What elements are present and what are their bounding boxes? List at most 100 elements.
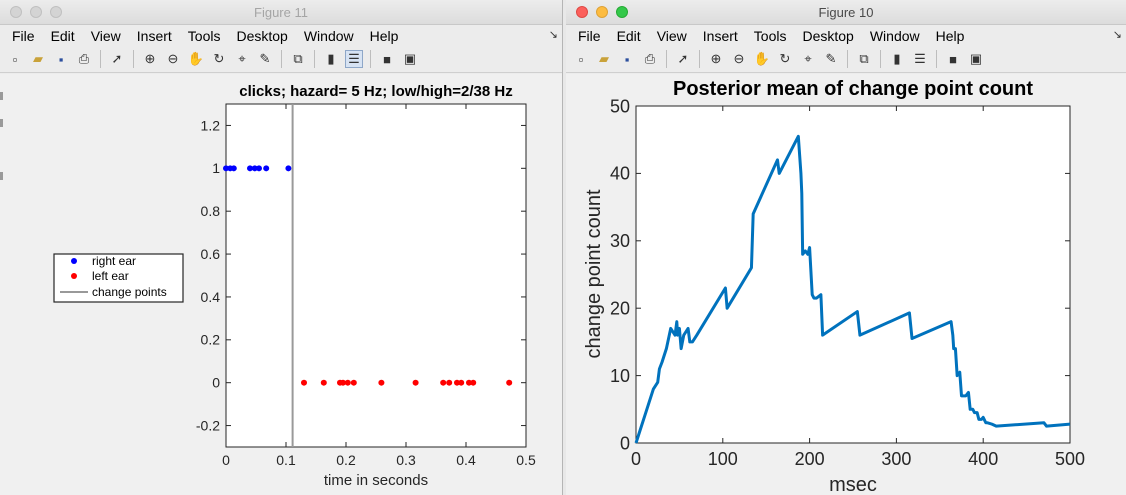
figure-11-window: Figure 11 File Edit View Insert Tools De… — [0, 0, 563, 495]
menu-insert[interactable]: Insert — [136, 27, 172, 44]
legend-label-left-ear: left ear — [92, 269, 129, 283]
menu-view[interactable]: View — [90, 27, 121, 44]
y-tick-label: 1 — [212, 160, 220, 176]
left-ear-click-point — [446, 379, 453, 386]
legend[interactable]: right ear left ear change points — [53, 253, 184, 303]
figure-10-window: Figure 10 File Edit View Insert Tools De… — [566, 0, 1126, 495]
open-file-icon[interactable]: ▰ — [33, 51, 43, 66]
pointer-icon[interactable]: ➚ — [111, 51, 123, 66]
dock-arrow-icon[interactable]: ↘ — [1112, 29, 1122, 41]
right-ear-click-point — [223, 165, 229, 172]
x-tick-label: 0 — [222, 452, 230, 468]
x-tick-label: 500 — [1055, 449, 1085, 469]
figure-10-toolbar: ▫ ▰ ▪ ⎙ ➚ ⊕ ⊖ ✋ ↻ ⌖ ✎ ⧉ ▮ ☰ ■ ▣ — [566, 46, 1126, 73]
rotate-3d-icon[interactable]: ↻ — [213, 51, 225, 66]
legend-label-right-ear: right ear — [92, 254, 136, 268]
brush-icon[interactable]: ✎ — [825, 51, 837, 66]
data-cursor-icon[interactable]: ⌖ — [238, 51, 246, 66]
print-icon[interactable]: ⎙ — [644, 51, 656, 66]
close-button[interactable] — [576, 6, 588, 18]
x-axis-label: msec — [829, 474, 877, 495]
hide-tools-icon[interactable]: ■ — [383, 51, 391, 67]
y-tick-label: 0.2 — [201, 332, 221, 348]
legend-icon[interactable]: ☰ — [914, 51, 926, 66]
left-ear-click-point — [301, 379, 307, 386]
zoom-in-icon[interactable]: ⊕ — [710, 51, 722, 66]
new-figure-icon[interactable]: ▫ — [12, 51, 18, 67]
pointer-icon[interactable]: ➚ — [677, 51, 689, 66]
colorbar-icon[interactable]: ▮ — [327, 51, 335, 66]
menu-file[interactable]: File — [12, 27, 35, 44]
y-tick-label: 0.4 — [201, 289, 221, 305]
y-tick-label: 0.6 — [201, 246, 221, 262]
zoom-out-icon[interactable]: ⊖ — [733, 51, 745, 66]
menu-edit[interactable]: Edit — [50, 27, 75, 44]
zoom-in-icon[interactable]: ⊕ — [144, 51, 156, 66]
y-tick-label: 0 — [620, 433, 630, 453]
zoom-button[interactable] — [50, 6, 62, 18]
print-icon[interactable]: ⎙ — [78, 51, 90, 66]
left-ear-click-point — [412, 379, 419, 386]
figure-11-titlebar[interactable]: Figure 11 — [0, 0, 562, 25]
menu-insert[interactable]: Insert — [702, 27, 738, 44]
right-ear-click-point — [247, 165, 253, 172]
link-plot-icon[interactable]: ⧉ — [859, 51, 869, 66]
y-tick-label: 40 — [610, 164, 630, 184]
pan-hand-icon[interactable]: ✋ — [187, 51, 205, 66]
save-icon[interactable]: ▪ — [58, 51, 64, 67]
minimize-button[interactable] — [30, 6, 42, 18]
x-tick-label: 200 — [795, 449, 825, 469]
x-tick-label: 400 — [968, 449, 998, 469]
change-point-count-line — [634, 134, 1071, 444]
change-point-chart: Posterior mean of change point count 0 10… — [583, 78, 1085, 495]
save-icon[interactable]: ▪ — [624, 51, 630, 67]
data-cursor-icon[interactable]: ⌖ — [804, 51, 812, 66]
new-figure-icon[interactable]: ▫ — [578, 51, 584, 67]
figure-10-canvas: Posterior mean of change point count 0 10… — [566, 74, 1126, 495]
y-axis-label: change point count — [583, 189, 605, 358]
legend-marker-left-ear — [71, 273, 77, 279]
right-ear-click-point — [285, 165, 292, 172]
zoom-button[interactable] — [616, 6, 628, 18]
close-button[interactable] — [10, 6, 22, 18]
plot-area — [225, 103, 527, 448]
menu-window[interactable]: Window — [869, 27, 920, 44]
colorbar-icon[interactable]: ▮ — [893, 51, 901, 66]
show-tools-icon[interactable]: ▣ — [403, 51, 417, 66]
left-ear-click-point — [440, 379, 447, 386]
menu-window[interactable]: Window — [303, 27, 354, 44]
brush-icon[interactable]: ✎ — [259, 51, 271, 66]
figure-11-toolbar: ▫ ▰ ▪ ⎙ ➚ ⊕ ⊖ ✋ ↻ ⌖ ✎ ⧉ ▮ ☰ ■ ▣ — [0, 46, 562, 73]
figure-10-menubar: File Edit View Insert Tools Desktop Wind… — [566, 25, 1126, 46]
open-file-icon[interactable]: ▰ — [599, 51, 609, 66]
menu-edit[interactable]: Edit — [616, 27, 641, 44]
show-tools-icon[interactable]: ▣ — [969, 51, 983, 66]
pan-hand-icon[interactable]: ✋ — [753, 51, 771, 66]
left-ear-click-point — [466, 379, 472, 386]
y-tick-label: 30 — [610, 231, 630, 251]
x-tick-label: 100 — [708, 449, 738, 469]
y-tick-label: -0.2 — [196, 417, 220, 433]
dock-arrow-icon[interactable]: ↘ — [548, 29, 558, 41]
zoom-out-icon[interactable]: ⊖ — [167, 51, 179, 66]
menu-desktop[interactable]: Desktop — [802, 27, 854, 44]
menu-view[interactable]: View — [656, 27, 687, 44]
left-ear-click-point — [340, 379, 346, 386]
menu-desktop[interactable]: Desktop — [236, 27, 288, 44]
menu-tools[interactable]: Tools — [187, 27, 221, 44]
resize-edge — [0, 92, 3, 100]
y-tick-label: 0.8 — [201, 203, 221, 219]
legend-icon[interactable]: ☰ — [345, 50, 363, 68]
hide-tools-icon[interactable]: ■ — [949, 51, 957, 67]
menu-help[interactable]: Help — [935, 27, 965, 44]
x-tick-label: 0.3 — [396, 452, 416, 468]
x-tick-label: 0.2 — [336, 452, 356, 468]
rotate-3d-icon[interactable]: ↻ — [779, 51, 791, 66]
minimize-button[interactable] — [596, 6, 608, 18]
figure-10-titlebar[interactable]: Figure 10 — [566, 0, 1126, 25]
menu-tools[interactable]: Tools — [753, 27, 787, 44]
menu-file[interactable]: File — [578, 27, 601, 44]
link-plot-icon[interactable]: ⧉ — [293, 51, 303, 66]
x-tick-label: 0.4 — [456, 452, 476, 468]
menu-help[interactable]: Help — [369, 27, 399, 44]
